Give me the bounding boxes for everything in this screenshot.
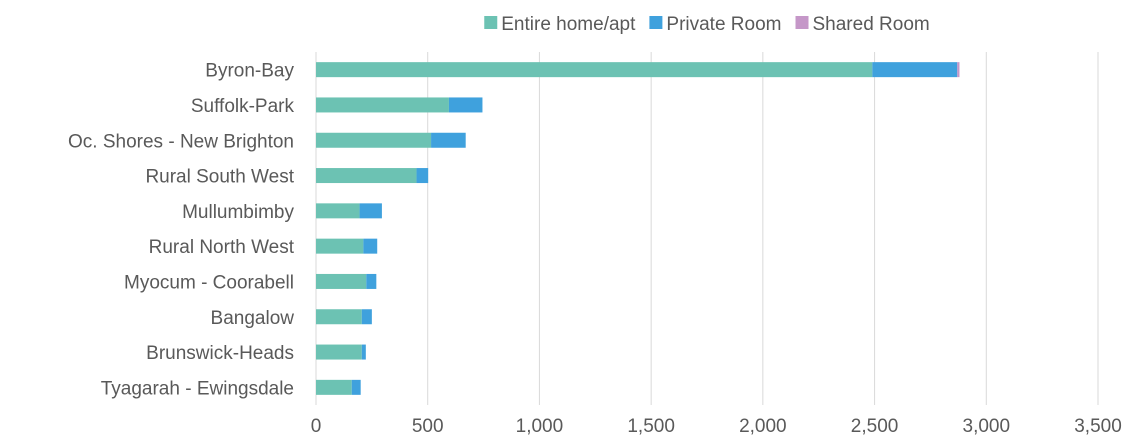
legend-item-shared-room: Shared Room xyxy=(795,14,930,35)
bar-rural-north-west-entire-home-apt xyxy=(316,238,364,254)
bar-oc-shores-new-brighton-entire-home-apt xyxy=(316,132,432,148)
category-label-suffolk-park: Suffolk-Park xyxy=(191,96,295,117)
category-label-mullumbimby: Mullumbimby xyxy=(182,202,294,223)
bar-tyagarah-ewingsdale-entire-home-apt xyxy=(316,379,352,395)
legend-label-entire-home-apt: Entire home/apt xyxy=(501,14,636,35)
bar-bangalow-private-room xyxy=(361,309,372,325)
bar-mullumbimby-private-room xyxy=(359,203,382,219)
x-tick-label-0: 0 xyxy=(311,416,322,437)
legend-swatch-entire-home-apt xyxy=(484,16,498,29)
category-label-tyagarah-ewingsdale: Tyagarah - Ewingsdale xyxy=(101,378,294,399)
x-tick-label-3500: 3,500 xyxy=(1074,416,1122,437)
bar-brunswick-heads-private-room xyxy=(361,344,366,360)
category-label-oc-shores-new-brighton: Oc. Shores - New Brighton xyxy=(68,131,294,152)
category-label-bangalow: Bangalow xyxy=(211,308,295,329)
x-axis-tick-labels: 0 500 1,000 1,500 2,000 2,500 3,000 3,500 xyxy=(311,416,1122,437)
legend-label-shared-room: Shared Room xyxy=(813,14,930,35)
legend-swatch-private-room xyxy=(649,16,663,29)
legend: Entire home/apt Private Room Shared Room xyxy=(484,14,930,35)
bar-myocum-coorabell-private-room xyxy=(366,273,377,289)
bar-byron-bay-shared-room xyxy=(957,62,960,78)
category-labels: Byron-Bay Suffolk-Park Oc. Shores - New Br… xyxy=(68,61,295,400)
bar-suffolk-park-entire-home-apt xyxy=(316,97,449,113)
category-label-myocum-coorabell: Myocum - Coorabell xyxy=(124,272,294,293)
legend-item-entire-home-apt: Entire home/apt xyxy=(484,14,636,35)
x-tick-label-1500: 1,500 xyxy=(627,416,675,437)
bar-oc-shores-new-brighton-private-room xyxy=(431,132,466,148)
legend-label-private-room: Private Room xyxy=(666,14,781,35)
bar-rural-south-west-entire-home-apt xyxy=(316,168,417,184)
x-tick-label-1000: 1,000 xyxy=(516,416,564,437)
x-tick-label-2000: 2,000 xyxy=(739,416,787,437)
bar-rural-north-west-private-room xyxy=(363,238,378,254)
bar-brunswick-heads-entire-home-apt xyxy=(316,344,362,360)
x-tick-label-2500: 2,500 xyxy=(851,416,899,437)
bars xyxy=(316,62,960,395)
category-label-rural-north-west: Rural North West xyxy=(149,237,295,258)
bar-bangalow-entire-home-apt xyxy=(316,309,362,325)
bar-tyagarah-ewingsdale-private-room xyxy=(351,379,361,395)
bar-mullumbimby-entire-home-apt xyxy=(316,203,360,219)
bar-suffolk-park-private-room xyxy=(448,97,483,113)
category-label-brunswick-heads: Brunswick-Heads xyxy=(146,343,294,364)
x-tick-label-3000: 3,000 xyxy=(963,416,1011,437)
x-tick-label-500: 500 xyxy=(412,416,444,437)
bar-myocum-coorabell-entire-home-apt xyxy=(316,273,367,289)
category-label-rural-south-west: Rural South West xyxy=(145,167,294,188)
bar-rural-south-west-private-room xyxy=(416,168,429,184)
bar-byron-bay-private-room xyxy=(872,62,958,78)
bar-byron-bay-entire-home-apt xyxy=(316,62,873,78)
legend-swatch-shared-room xyxy=(795,16,809,29)
category-label-byron-bay: Byron-Bay xyxy=(205,61,294,82)
legend-item-private-room: Private Room xyxy=(649,14,782,35)
